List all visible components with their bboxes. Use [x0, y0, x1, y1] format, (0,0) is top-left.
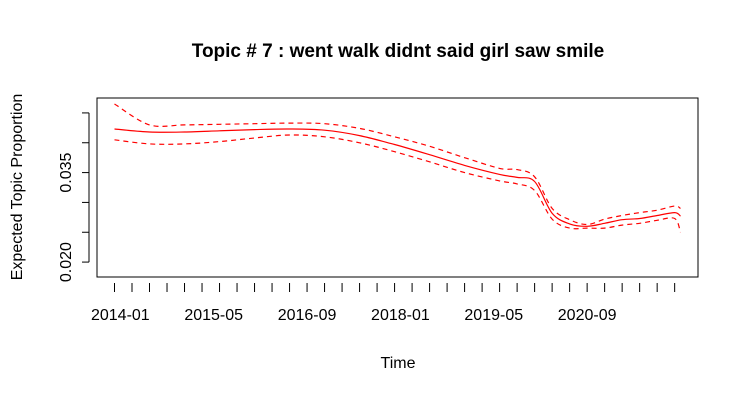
x-tick-label: 2018-01 — [371, 307, 430, 324]
x-tick-label: 2015-05 — [184, 307, 243, 324]
x-tick-label: 2014-01 — [91, 307, 150, 324]
y-axis: 0.020 0.035 — [58, 112, 90, 282]
x-tick-label: 2019-05 — [464, 307, 523, 324]
x-axis: 2014-01 2015-05 2016-09 2018-01 2019-05 2020-… — [91, 283, 676, 324]
x-tick-label: 2020-09 — [558, 307, 617, 324]
series-line-upper-ci — [114, 103, 681, 226]
y-tick-label: 0.020 — [58, 242, 75, 282]
series-line-lower-ci — [114, 134, 682, 233]
x-axis-label: Time — [381, 355, 416, 372]
y-tick-label: 0.035 — [58, 152, 75, 192]
chart-title: Topic # 7 : went walk didnt said girl sa… — [192, 41, 604, 62]
series-line-estimate — [114, 128, 681, 227]
y-axis-label: Expected Topic Proportion — [9, 94, 26, 280]
plot-frame — [96, 97, 699, 278]
x-tick-label: 2016-09 — [278, 307, 337, 324]
series-lines — [114, 103, 682, 233]
